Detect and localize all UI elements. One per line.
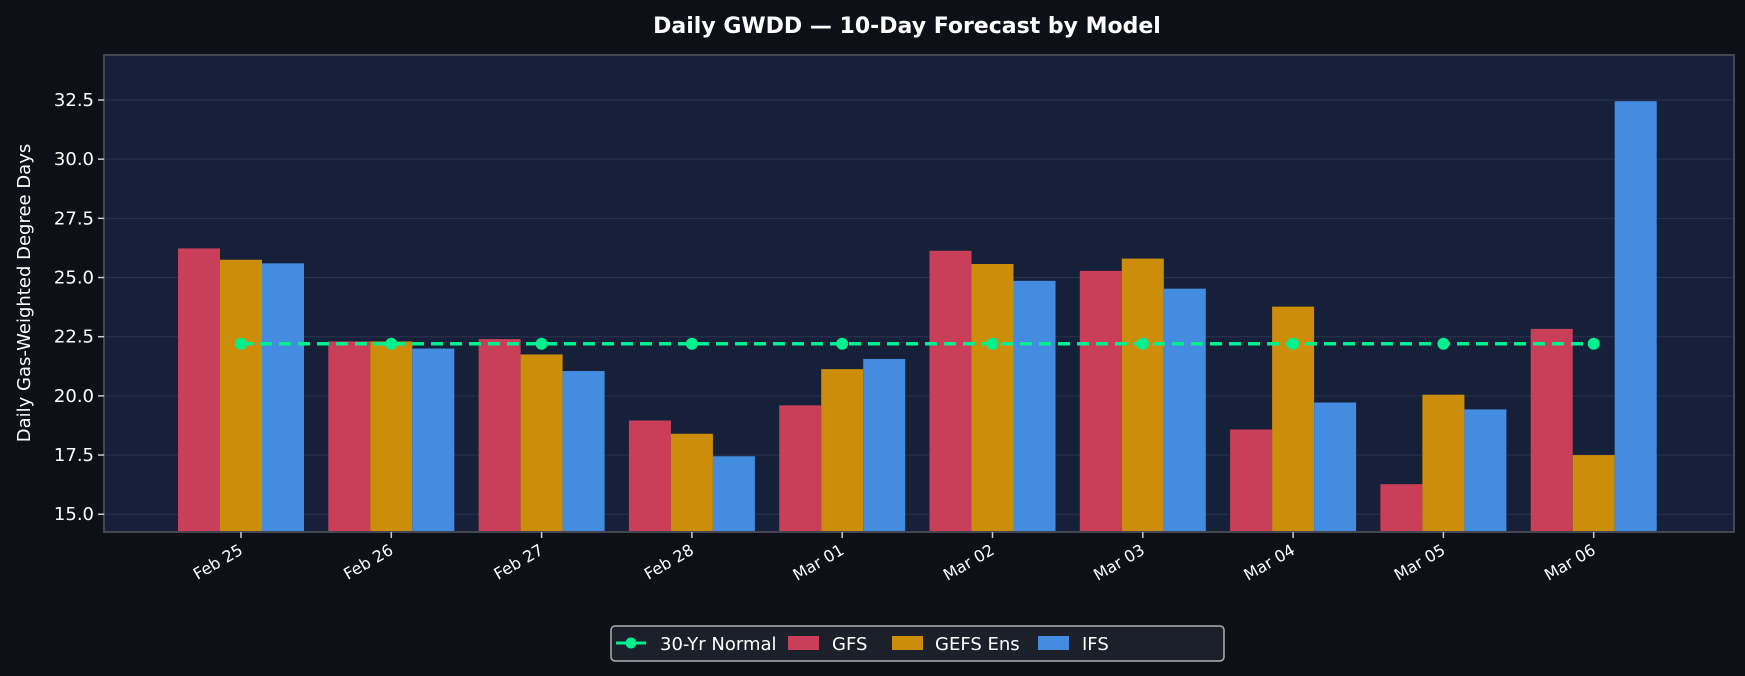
normal-point bbox=[535, 337, 548, 350]
x-tick-label: Mar 05 bbox=[1391, 540, 1449, 584]
x-tick-label: Feb 25 bbox=[190, 540, 246, 583]
x-tick-label: Mar 06 bbox=[1541, 540, 1599, 584]
x-tick-label: Feb 26 bbox=[340, 540, 396, 583]
bar-gefs-ens bbox=[821, 369, 864, 531]
bar-ifs bbox=[863, 358, 906, 531]
legend-gfs-swatch bbox=[788, 636, 819, 650]
bar-ifs bbox=[262, 263, 304, 531]
bar-gefs-ens bbox=[1572, 455, 1615, 531]
bar-gfs bbox=[779, 405, 822, 531]
bar-gfs bbox=[178, 248, 220, 531]
bar-gfs bbox=[328, 341, 371, 531]
bar-gefs-ens bbox=[520, 354, 563, 531]
normal-point bbox=[1136, 337, 1149, 350]
y-tick-label: 32.5 bbox=[54, 90, 94, 111]
legend-normal-marker-icon bbox=[625, 637, 637, 649]
bar-gefs-ens bbox=[1422, 394, 1465, 531]
bar-gfs bbox=[929, 250, 972, 531]
bar-gfs bbox=[1380, 484, 1423, 531]
bar-gfs bbox=[1230, 429, 1273, 531]
legend-label-normal: 30-Yr Normal bbox=[660, 634, 777, 655]
chart-title: Daily GWDD — 10-Day Forecast by Model bbox=[653, 14, 1161, 39]
x-tick-label: Mar 02 bbox=[940, 540, 998, 584]
legend-ifs-swatch bbox=[1038, 636, 1069, 650]
normal-point bbox=[1287, 337, 1300, 350]
bar-gfs bbox=[1079, 270, 1122, 531]
bar-gfs bbox=[1530, 328, 1573, 531]
bar-gefs-ens bbox=[971, 264, 1014, 531]
bar-gfs bbox=[628, 420, 671, 531]
y-axis-label: Daily Gas-Weighted Degree Days bbox=[14, 144, 35, 442]
normal-point bbox=[836, 337, 849, 350]
y-tick-label: 27.5 bbox=[54, 208, 94, 229]
bar-ifs bbox=[1464, 409, 1507, 531]
x-tick-label: Mar 04 bbox=[1240, 540, 1298, 584]
x-tick-label: Mar 01 bbox=[790, 540, 848, 584]
normal-point bbox=[1587, 337, 1600, 350]
normal-point bbox=[986, 337, 999, 350]
y-tick-label: 25.0 bbox=[54, 268, 94, 289]
bar-gefs-ens bbox=[220, 259, 262, 531]
normal-point bbox=[685, 337, 698, 350]
y-tick-label: 15.0 bbox=[54, 504, 94, 525]
legend-label-gefs: GEFS Ens bbox=[935, 634, 1020, 655]
legend: 30-Yr Normal GFS GEFS Ens IFS bbox=[610, 625, 1225, 662]
normal-point bbox=[1437, 337, 1450, 350]
y-tick-label: 20.0 bbox=[54, 386, 94, 407]
x-tick-label: Feb 28 bbox=[641, 540, 697, 583]
normal-point bbox=[385, 337, 398, 350]
bar-ifs bbox=[562, 371, 605, 531]
bar-ifs bbox=[712, 456, 755, 531]
y-tick-label: 22.5 bbox=[54, 327, 94, 348]
bar-ifs bbox=[412, 348, 455, 531]
y-tick-label: 17.5 bbox=[54, 445, 94, 466]
x-tick-label: Feb 27 bbox=[491, 540, 547, 583]
legend-label-gfs: GFS bbox=[832, 634, 867, 655]
bar-gfs bbox=[478, 339, 521, 531]
bar-ifs bbox=[1163, 288, 1206, 531]
bar-ifs bbox=[1013, 280, 1056, 531]
bar-ifs bbox=[1314, 402, 1357, 531]
legend-label-ifs: IFS bbox=[1082, 634, 1109, 655]
legend-gefs-swatch bbox=[892, 636, 923, 650]
x-tick-label: Mar 03 bbox=[1090, 540, 1148, 584]
bar-gefs-ens bbox=[1121, 258, 1164, 531]
bar-gefs-ens bbox=[370, 341, 413, 531]
normal-point bbox=[235, 337, 247, 350]
bar-gefs-ens bbox=[670, 433, 713, 531]
y-tick-label: 30.0 bbox=[54, 149, 94, 170]
bar-ifs bbox=[1614, 101, 1657, 532]
